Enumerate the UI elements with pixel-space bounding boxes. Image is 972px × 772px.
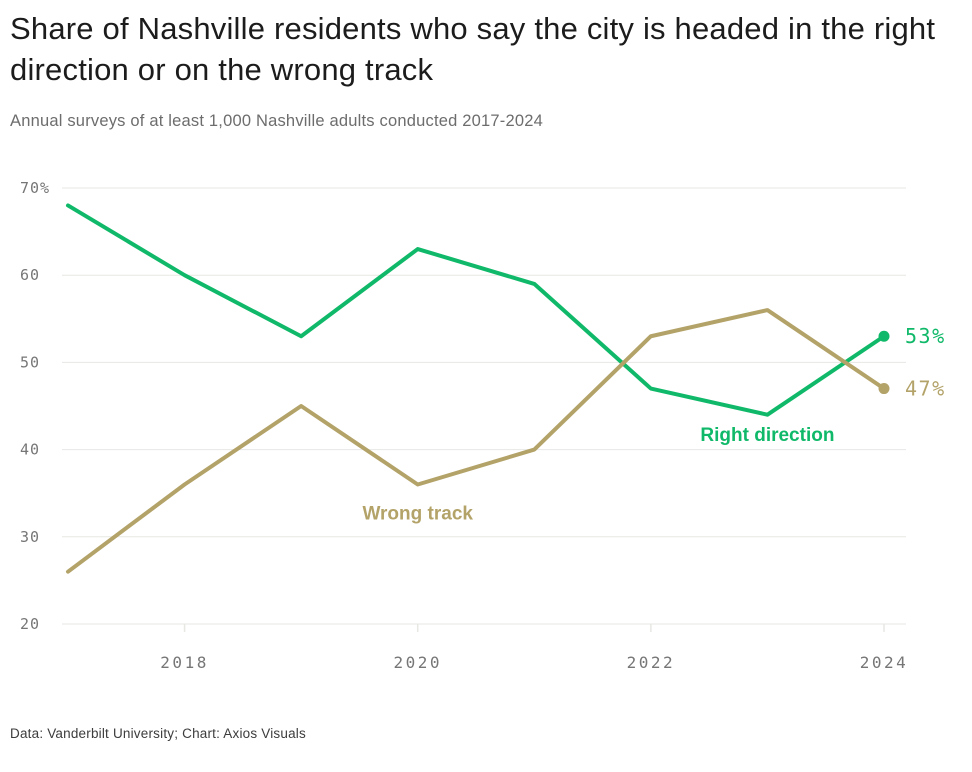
series-end-dot-wrong-track — [878, 383, 890, 395]
series-end-value-wrong-track: 47% — [905, 377, 946, 401]
x-axis-tick-label: 2020 — [393, 653, 442, 672]
y-axis-tick-label: 50 — [20, 353, 40, 371]
x-axis-tick-label: 2018 — [160, 653, 209, 672]
series-line-right-direction — [66, 203, 886, 417]
line-chart: 70% 60 50 40 30 20 2018 2020 2022 2024 53% 47% Right… — [0, 150, 972, 712]
series-label-right-direction: Right direction — [700, 425, 834, 446]
x-axis-tick-label: 2024 — [860, 653, 909, 672]
y-axis-tick-label: 70% — [20, 179, 50, 197]
y-axis-tick-label: 30 — [20, 528, 40, 546]
y-axis-tick-label: 60 — [20, 266, 40, 284]
y-axis-tick-label: 20 — [20, 615, 40, 633]
line-chart-svg: 70% 60 50 40 30 20 2018 2020 2022 2024 53% 47% Right… — [20, 179, 946, 672]
page-title: Share of Nashville residents who say the… — [10, 11, 936, 88]
y-axis-tick-label: 40 — [20, 441, 40, 459]
series-label-wrong-track: Wrong track — [362, 503, 473, 524]
source-note: Data: Vanderbilt University; Chart: Axio… — [10, 726, 306, 741]
series-end-value-right-direction: 53% — [905, 324, 946, 348]
x-axis-tick-label: 2022 — [627, 653, 676, 672]
series-line-wrong-track — [66, 308, 886, 574]
chart-subtitle: Annual surveys of at least 1,000 Nashvil… — [10, 112, 543, 131]
series-end-dot-right-direction — [878, 330, 890, 342]
